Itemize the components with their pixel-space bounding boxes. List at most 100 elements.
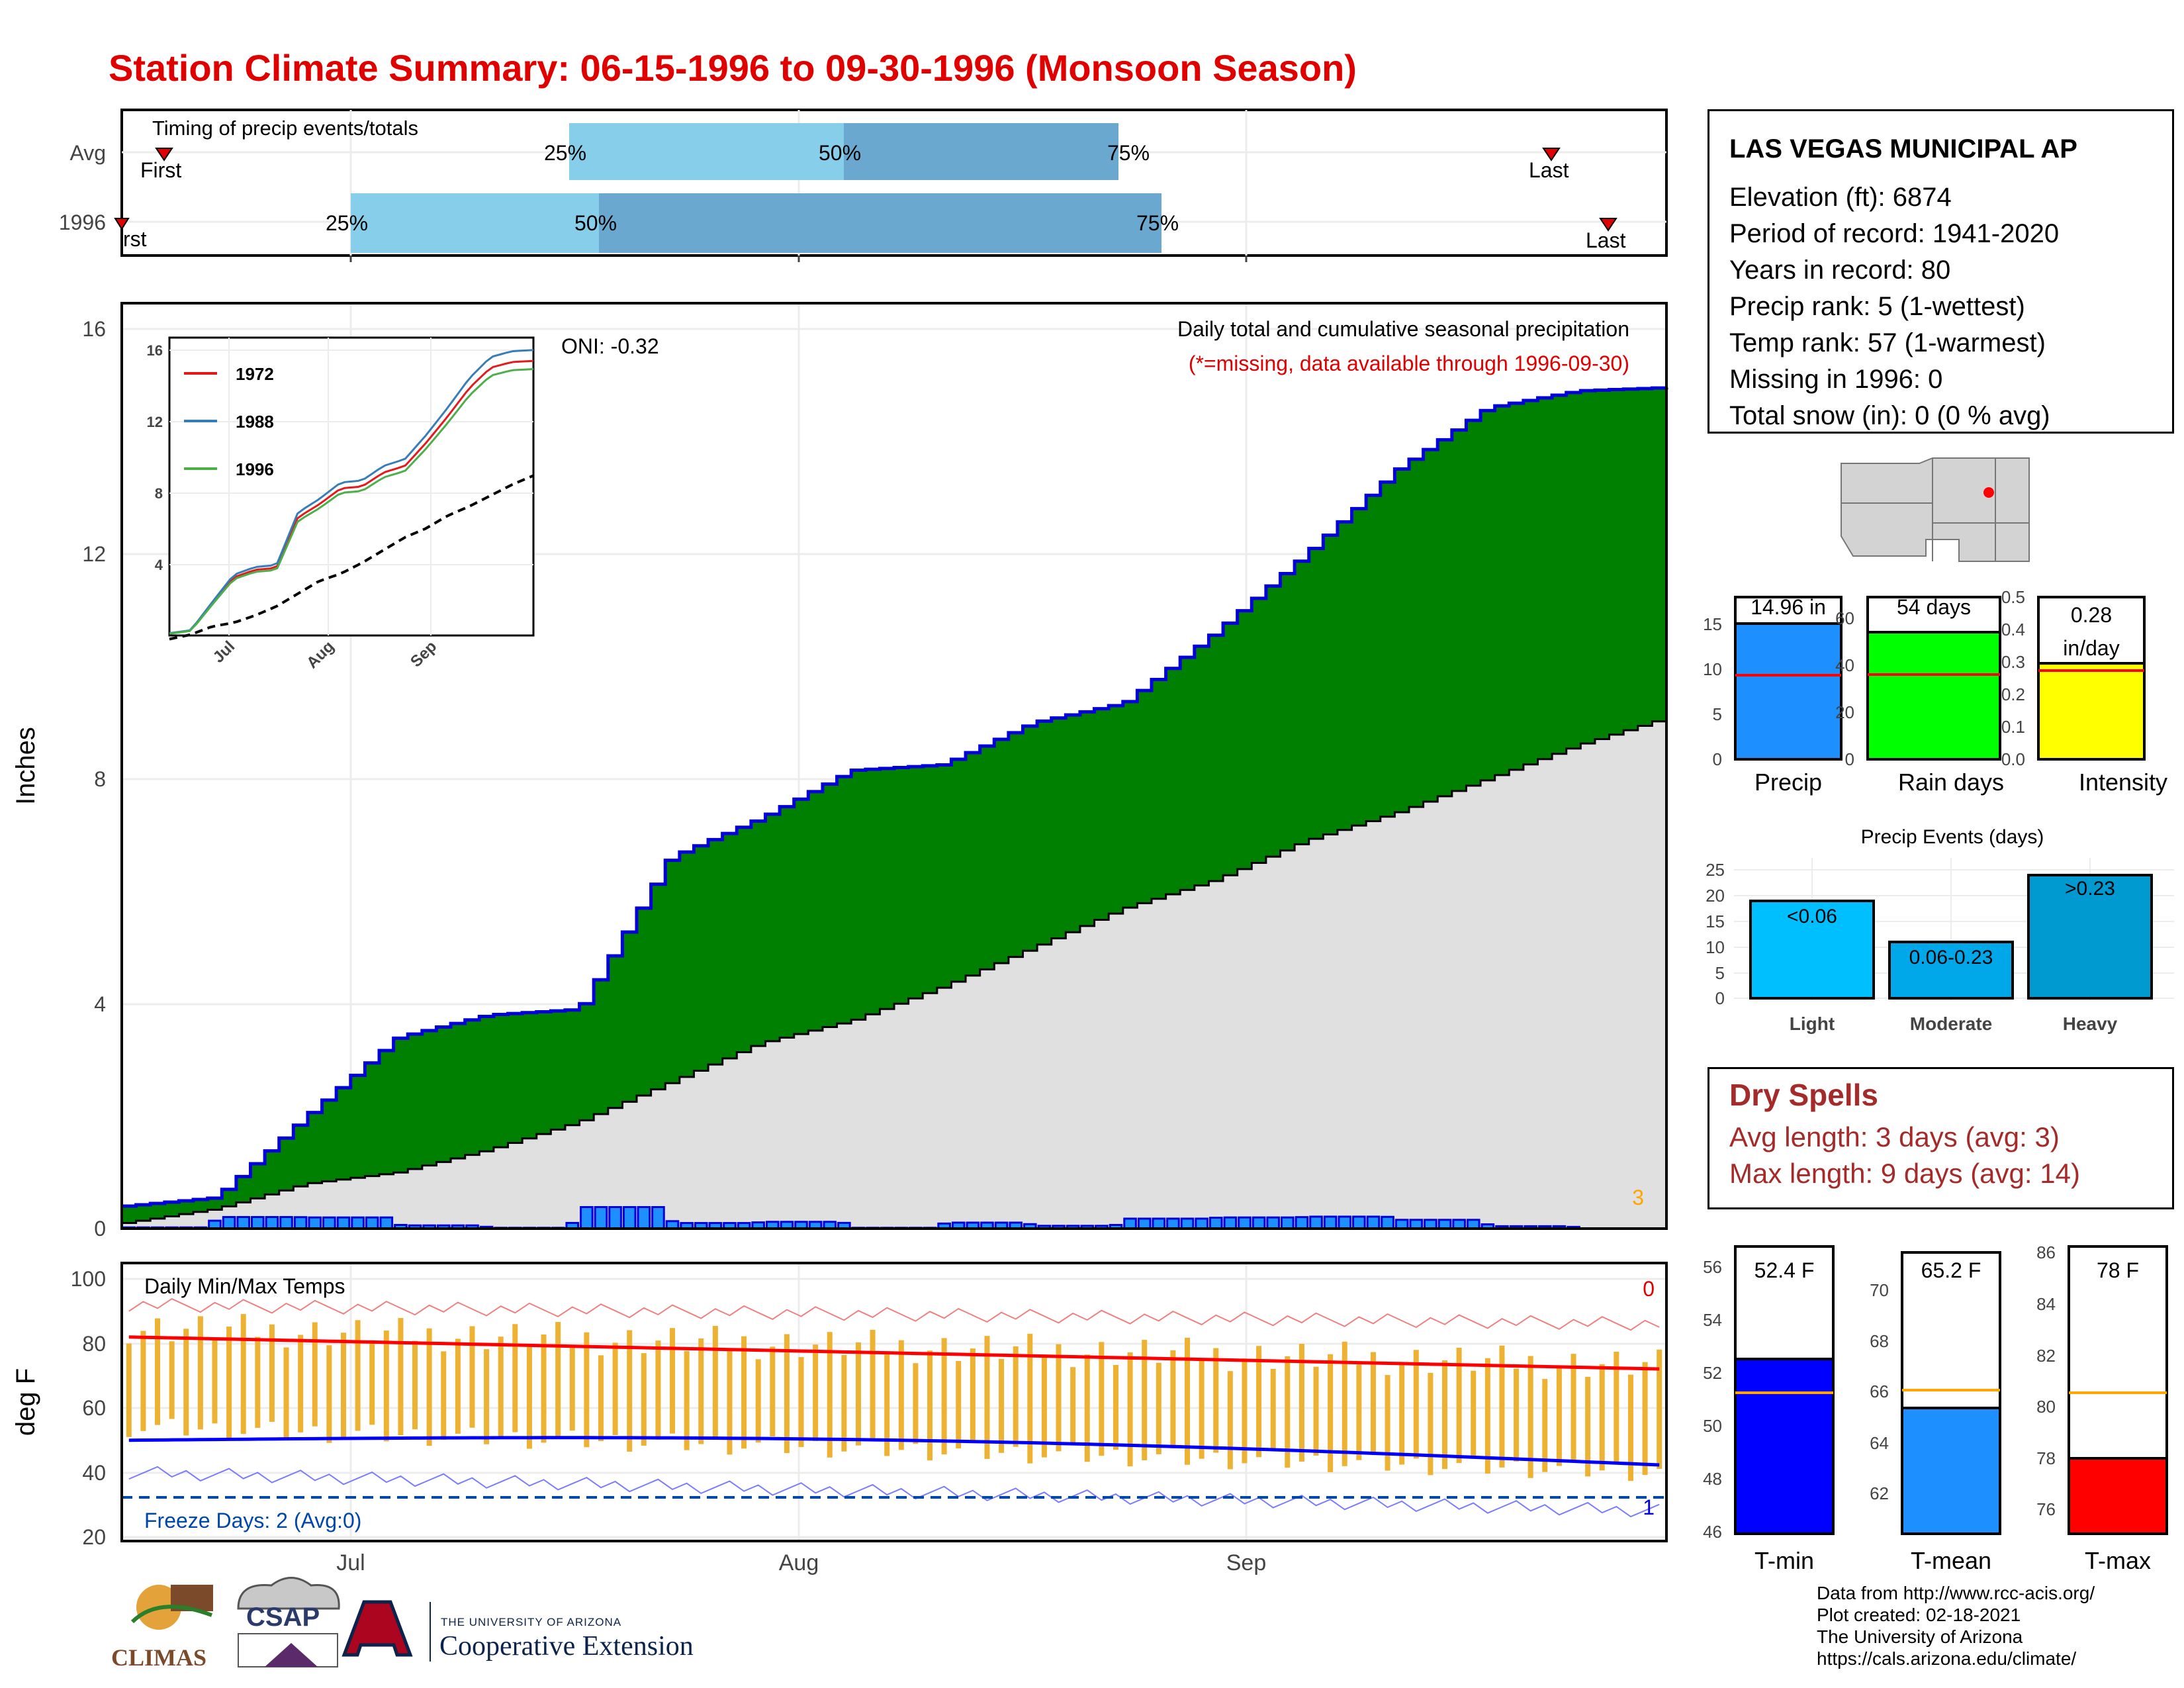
avg-max-line xyxy=(128,1335,1660,1371)
intensity-ytick-a: 0.0 xyxy=(2001,749,2025,769)
daily-precip-bar xyxy=(580,1206,594,1230)
daily-temp-bar xyxy=(770,1346,776,1437)
ua-logo xyxy=(341,1600,431,1662)
coop-big-text: Cooperative Extension xyxy=(439,1631,694,1662)
tmax-ytick-80: 80 xyxy=(2036,1397,2056,1417)
raindays-ytick-d: 60 xyxy=(1835,608,1854,628)
daily-temp-bar xyxy=(1413,1350,1419,1459)
tmax-ytick-86: 86 xyxy=(2036,1243,2056,1262)
daily-temp-bar xyxy=(884,1352,890,1456)
avg-last-label: Last xyxy=(1529,158,1569,182)
daily-temp-bar xyxy=(1428,1372,1433,1476)
daily-temp-bar xyxy=(1585,1376,1591,1477)
daily-temp-bar xyxy=(1027,1333,1033,1464)
daily-temp-bar xyxy=(827,1332,833,1458)
station-info-box: LAS VEGAS MUNICIPAL AP Elevation (ft): 6… xyxy=(1707,109,2174,434)
tmean-ytick-68: 68 xyxy=(1870,1331,1889,1351)
events-label-heavy: >0.23 xyxy=(2065,878,2115,900)
tmin-label: T-min xyxy=(1754,1547,1814,1574)
daily-temp-bar xyxy=(1084,1354,1090,1462)
daily-precip-bar xyxy=(365,1216,379,1230)
daily-precip-bar xyxy=(1309,1215,1323,1230)
daily-temp-bar xyxy=(1499,1345,1505,1468)
precip-ytick-b: 5 xyxy=(1713,704,1722,724)
daily-temp-bar xyxy=(913,1363,919,1444)
daily-precip-bar xyxy=(1295,1216,1309,1230)
daily-temp-bar xyxy=(484,1349,490,1444)
daily-temp-bar xyxy=(255,1336,261,1429)
credit-line: Plot created: 02-18-2021 xyxy=(1817,1605,2021,1625)
daily-temp-bar xyxy=(326,1345,332,1443)
y1996-q2-bar xyxy=(599,193,1161,253)
tmax-label: T-max xyxy=(2085,1547,2151,1574)
daily-temp-bar xyxy=(655,1340,661,1440)
tmax-ytick-76: 76 xyxy=(2036,1499,2056,1519)
daily-temp-bar xyxy=(627,1330,633,1452)
avg-last-marker xyxy=(1542,148,1561,162)
daily-temp-bar xyxy=(1041,1356,1047,1458)
daily-temp-bar xyxy=(340,1333,346,1437)
record-min-line xyxy=(128,1466,1660,1518)
daily-temp-bar xyxy=(1385,1375,1390,1471)
daily-temp-bar xyxy=(1399,1362,1405,1465)
credits: Data from http://www.rcc-acis.org/ Plot … xyxy=(1817,1582,2095,1669)
daily-precip-bar xyxy=(279,1216,293,1230)
daily-temp-bar xyxy=(526,1346,532,1449)
daily-temp-bars xyxy=(126,1314,1662,1481)
daily-temp-bar xyxy=(155,1318,161,1425)
tmin-ytick-48: 48 xyxy=(1703,1469,1722,1489)
csap-logo: CSAP xyxy=(237,1577,340,1667)
daily-temp-bar xyxy=(1456,1348,1462,1464)
precip-bar-label: Precip xyxy=(1754,769,1822,796)
daily-precip-bar xyxy=(1195,1217,1208,1230)
tmean-label: T-mean xyxy=(1911,1547,1991,1574)
daily-temp-bar xyxy=(383,1331,389,1442)
precip-ytick-12: 12 xyxy=(82,542,106,566)
daily-temp-bar xyxy=(641,1353,647,1446)
row-1996-label: 1996 xyxy=(59,211,106,234)
precip-value: 14.96 in xyxy=(1751,595,1826,619)
tmin-ytick-54: 54 xyxy=(1703,1310,1722,1330)
credit-line: https://cals.arizona.edu/climate/ xyxy=(1817,1648,2077,1669)
daily-temp-bar xyxy=(1328,1354,1334,1472)
daily-temp-bar xyxy=(1185,1337,1191,1465)
dry-spells-title: Dry Spells xyxy=(1729,1078,1878,1112)
daily-precip-bar xyxy=(265,1216,279,1230)
precip-ytick-d: 15 xyxy=(1703,614,1722,634)
daily-temp-bar xyxy=(1442,1360,1448,1470)
daily-temp-bar xyxy=(584,1332,590,1448)
oni-label: ONI: -0.32 xyxy=(561,334,659,358)
daily-temp-bar xyxy=(784,1334,790,1454)
tmax-ytick-78: 78 xyxy=(2036,1448,2056,1468)
daily-temp-bar xyxy=(1113,1365,1118,1450)
timing-panel: Timing of precip events/totals 25% 50% 7… xyxy=(59,109,1668,262)
intensity-bar xyxy=(2037,662,2146,761)
daily-temp-bar xyxy=(1642,1362,1648,1476)
y1996-last-marker xyxy=(1599,218,1617,232)
station-line: Precip rank: 5 (1-wettest) xyxy=(1729,292,2025,321)
inset-chart: 4 8 12 16 Jul Aug Sep 1972 1988 1996 xyxy=(147,336,535,672)
station-line: Years in record: 80 xyxy=(1729,256,1951,285)
tmean-ytick-64: 64 xyxy=(1870,1433,1889,1453)
precip-caption: Daily total and cumulative seasonal prec… xyxy=(1177,317,1629,341)
daily-temp-bar xyxy=(999,1358,1005,1453)
raindays-value: 54 days xyxy=(1897,595,1971,619)
daily-temp-bar xyxy=(970,1348,976,1442)
dry-spells-max: Max length: 9 days (avg: 14) xyxy=(1729,1158,2080,1189)
daily-temp-bar xyxy=(1484,1358,1490,1474)
avg-first-label: First xyxy=(140,158,181,182)
daily-temp-bar xyxy=(1099,1342,1105,1456)
daily-temp-bar xyxy=(412,1340,418,1430)
avg-min-line xyxy=(128,1436,1660,1467)
intensity-ytick-b: 0.1 xyxy=(2001,717,2025,737)
average-cumulative-area xyxy=(122,717,1666,1229)
daily-temp-bar xyxy=(798,1357,804,1447)
daily-temp-bar xyxy=(398,1318,404,1436)
tmean-ytick-70: 70 xyxy=(1870,1280,1889,1300)
raindays-bar xyxy=(1866,631,2001,761)
precip-ytick-a: 0 xyxy=(1713,749,1722,769)
tmax-ytick-82: 82 xyxy=(2036,1346,2056,1366)
events-bar-moderate xyxy=(1888,941,2014,1000)
avg-q2-bar xyxy=(844,123,1118,180)
daily-temp-bar xyxy=(698,1338,704,1444)
